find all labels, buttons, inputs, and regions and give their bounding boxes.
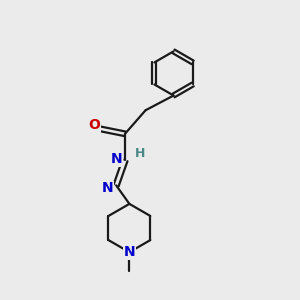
Text: N: N	[124, 245, 135, 259]
Text: H: H	[135, 147, 146, 160]
Text: O: O	[88, 118, 100, 132]
Text: N: N	[101, 181, 113, 195]
Text: N: N	[111, 152, 122, 166]
